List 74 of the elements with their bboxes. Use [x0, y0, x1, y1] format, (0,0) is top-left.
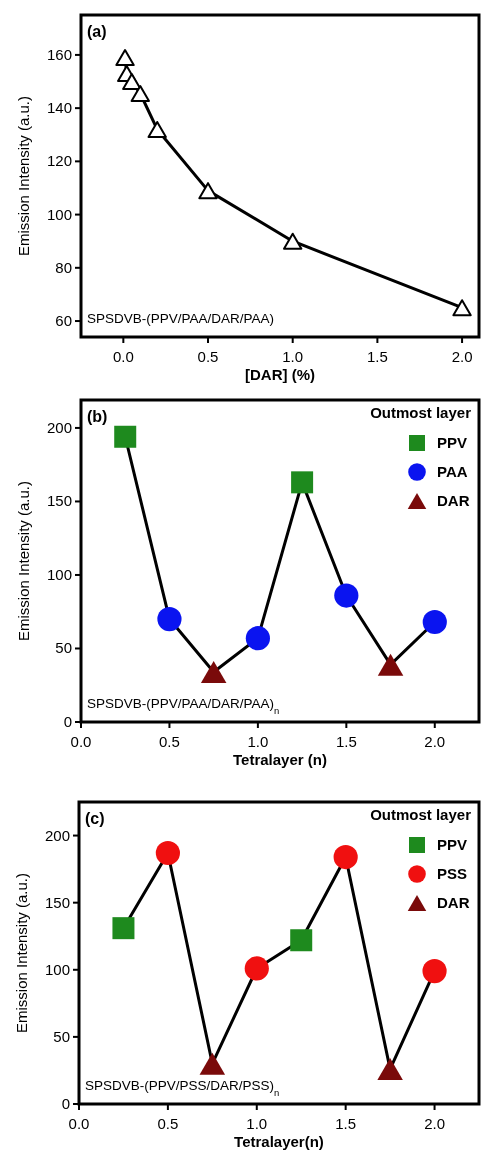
point — [115, 49, 135, 67]
text: (a) — [87, 23, 107, 40]
y-tick-label: 150 — [44, 893, 70, 911]
y-tick-label: 60 — [55, 312, 72, 330]
x-tick-label: 0.0 — [112, 348, 134, 365]
point — [155, 840, 180, 866]
y-tick-label: 100 — [46, 205, 72, 223]
point — [122, 73, 142, 91]
y-tick-label: 120 — [46, 152, 72, 170]
text: (b) — [87, 408, 108, 425]
x-tick-label: 0.0 — [70, 733, 92, 750]
annotation: SPSDVB-(PPV/PSS/DAR/PSS)$_{n}$ — [85, 1078, 280, 1098]
point — [283, 232, 303, 250]
point — [112, 917, 135, 940]
point — [452, 299, 472, 317]
y-tick-label: 0 — [63, 713, 72, 730]
point — [422, 609, 447, 635]
y-tick-label: 80 — [55, 258, 72, 276]
y-axis-title: Emission Intensity (a.u.) — [15, 95, 32, 257]
legend-label: DAR — [437, 894, 470, 911]
x-tick-label: 1.5 — [335, 733, 357, 750]
y-axis-title: Emission Intensity (a.u.) — [13, 872, 30, 1034]
x-tick-label: 1.5 — [366, 348, 388, 365]
point — [291, 471, 314, 494]
annotation: SPSDVB-(PPV/PAA/DAR/PAA) — [87, 311, 275, 326]
x-tick-label: 1.0 — [282, 348, 304, 365]
y-tick-label: 50 — [55, 639, 72, 657]
point — [198, 182, 218, 200]
legend-label: PSS — [437, 865, 468, 882]
x-tick-label: 0.5 — [159, 733, 180, 750]
legend-title: Outmost layer — [370, 806, 472, 823]
point — [157, 606, 182, 632]
y-tick-label: 100 — [46, 565, 72, 583]
x-tick-label: 2.0 — [424, 1115, 445, 1132]
legend-title: Outmost layer — [370, 404, 472, 421]
y-tick-label: 140 — [46, 99, 72, 117]
point — [333, 844, 358, 870]
point — [422, 959, 447, 984]
point — [334, 583, 359, 608]
y-tick-label: 160 — [46, 45, 72, 63]
point — [244, 956, 269, 981]
point — [200, 661, 227, 684]
x-tick-label: 2.0 — [424, 733, 446, 750]
x-tick-label: 1.0 — [247, 733, 269, 750]
x-axis-title: [DAR] (%) — [245, 366, 315, 383]
point — [130, 85, 150, 102]
annotation: SPSDVB-(PPV/PAA/DAR/PAA)$_{n}$ — [87, 696, 280, 716]
legend-label: DAR — [437, 492, 470, 509]
x-tick-label: 0.5 — [157, 1115, 179, 1132]
point — [245, 626, 270, 651]
legend-label: PPV — [437, 836, 468, 853]
y-axis-title: Emission Intensity (a.u.) — [15, 480, 32, 642]
point — [199, 1052, 226, 1075]
y-tick-label: 50 — [53, 1027, 70, 1045]
y-tick-label: 200 — [44, 826, 70, 844]
legend-label: PAA — [437, 463, 468, 480]
text: (c) — [85, 810, 105, 827]
legend-label: PPV — [437, 434, 468, 451]
y-tick-label: 0 — [61, 1095, 70, 1112]
point — [290, 929, 313, 952]
x-tick-label: 1.0 — [246, 1115, 268, 1132]
point — [147, 120, 167, 138]
x-tick-label: 0.0 — [68, 1115, 90, 1132]
x-axis-title: Tetralayer(n) — [234, 1133, 324, 1150]
point — [377, 1058, 403, 1081]
point — [377, 653, 404, 676]
x-tick-label: 2.0 — [451, 348, 473, 365]
y-tick-label: 100 — [44, 960, 70, 978]
y-tick-label: 200 — [46, 418, 72, 436]
x-tick-label: 0.5 — [197, 348, 219, 365]
y-tick-label: 150 — [46, 492, 72, 510]
point — [114, 425, 137, 448]
x-tick-label: 1.5 — [335, 1115, 357, 1132]
x-axis-title: Tetralayer (n) — [233, 751, 327, 768]
